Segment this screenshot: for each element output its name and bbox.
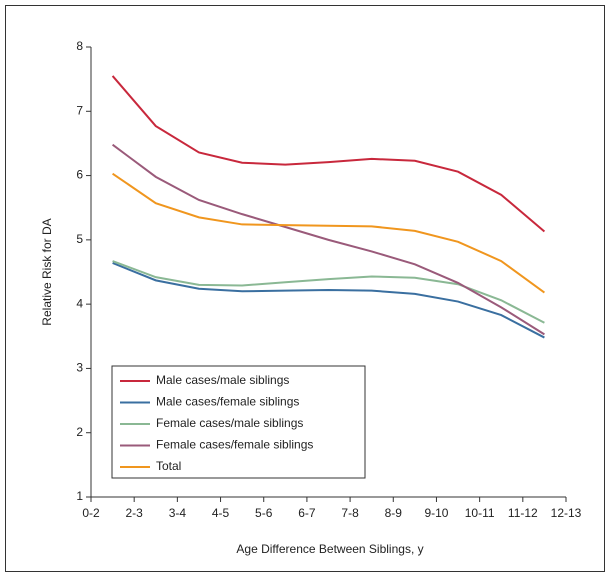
x-tick-label: 8-9 — [385, 506, 403, 520]
x-tick-label: 12-13 — [551, 506, 582, 520]
legend-label: Female cases/male siblings — [156, 416, 303, 430]
x-tick-label: 9-10 — [424, 506, 448, 520]
legend-label: Female cases/female siblings — [156, 438, 313, 452]
legend-label: Male cases/female siblings — [156, 395, 299, 409]
y-tick-label: 6 — [76, 168, 83, 182]
y-tick-label: 8 — [76, 39, 83, 53]
y-tick-label: 7 — [76, 103, 83, 117]
frame — [5, 5, 605, 572]
x-tick-label: 4-5 — [212, 506, 230, 520]
x-tick-label: 7-8 — [341, 506, 359, 520]
y-tick-label: 5 — [76, 232, 83, 246]
line — [112, 172, 545, 294]
y-axis-label: Relative Risk for DA — [40, 218, 54, 325]
line — [111, 143, 545, 336]
x-tick-label: 10-11 — [465, 506, 495, 520]
y-tick-label: 4 — [76, 296, 83, 310]
line — [112, 262, 545, 339]
legend-label: Total — [156, 459, 181, 473]
x-tick-label: 5-6 — [255, 506, 273, 520]
x-tick-label: 3-4 — [169, 506, 187, 520]
y-tick-label: 1 — [76, 489, 83, 503]
line — [111, 75, 546, 233]
x-axis-label: Age Difference Between Siblings, y — [236, 542, 423, 556]
x-tick-label: 0-2 — [82, 506, 100, 520]
x-tick-label: 11-12 — [508, 506, 538, 520]
y-tick-label: 3 — [76, 361, 83, 375]
line — [112, 260, 545, 324]
legend-box — [111, 365, 366, 479]
legend-label: Male cases/male siblings — [156, 373, 289, 387]
y-tick-label: 2 — [76, 425, 83, 439]
x-tick-label: 2-3 — [126, 506, 144, 520]
x-tick-label: 6-7 — [298, 506, 316, 520]
